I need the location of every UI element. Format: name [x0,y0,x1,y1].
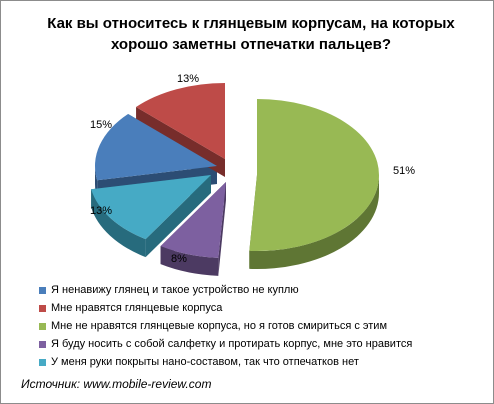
legend-item-3: Я буду носить с собой салфетку и протира… [39,335,489,353]
legend-label-2: Мне не нравятся глянцевые корпуса, но я … [51,320,388,332]
pie-slice-1 [136,83,225,159]
data-label-4: 13% [90,205,112,217]
chart-legend: Я ненавижу глянец и такое устройство не … [39,281,489,371]
legend-swatch-1 [39,304,46,312]
data-label-2: 51% [393,165,415,177]
source-caption: Источник: www.mobile-review.com [21,377,212,391]
legend-item-2: Мне не нравятся глянцевые корпуса, но я … [39,317,489,335]
legend-item-1: Мне нравятся глянцевые корпуса [39,299,489,317]
legend-label-4: У меня руки покрыты нано-составом, так ч… [51,356,359,368]
legend-swatch-3 [39,340,46,348]
data-label-1: 13% [177,73,199,85]
legend-swatch-0 [39,286,46,294]
legend-label-1: Мне нравятся глянцевые корпуса [51,302,223,314]
pie-slice-side-2 [249,175,379,269]
pie-slice-side-4 [91,189,146,258]
pie-slice-side-3 [160,246,219,276]
pie-slice-0 [95,113,217,181]
pie-chart: 15% 13% 51% 8% 13% [90,73,415,276]
data-label-0: 15% [90,119,112,131]
data-label-3: 8% [171,253,187,265]
pie-slice-2 [249,99,379,251]
chart-title: Как вы относитесь к глянцевым корпусам, … [47,15,455,53]
legend-item-0: Я ненавижу глянец и такое устройство не … [39,281,489,299]
pie-slice-4 [91,175,211,240]
legend-item-4: У меня руки покрыты нано-составом, так ч… [39,353,489,371]
legend-label-3: Я буду носить с собой салфетку и протира… [51,338,413,350]
pie-slice-3 [160,182,226,258]
legend-label-0: Я ненавижу глянец и такое устройство не … [51,284,299,296]
legend-swatch-4 [39,358,46,366]
pie-slice-wall-3 [218,182,226,276]
legend-swatch-2 [39,322,46,330]
pie-slice-wall-4 [145,175,211,258]
